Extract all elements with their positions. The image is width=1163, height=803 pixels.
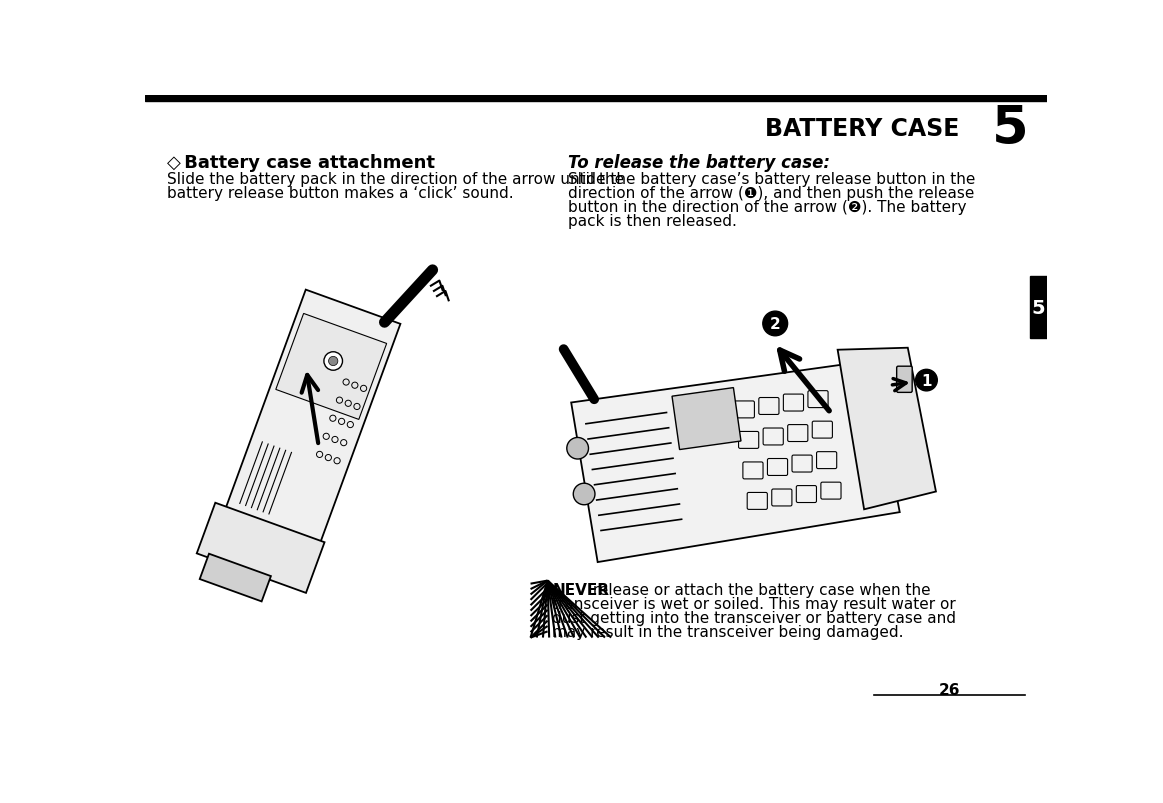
Text: 5: 5 — [992, 103, 1029, 155]
Circle shape — [329, 357, 338, 366]
Circle shape — [573, 483, 595, 505]
Text: may result in the transceiver being damaged.: may result in the transceiver being dama… — [552, 624, 904, 639]
Polygon shape — [200, 554, 271, 601]
Text: 26: 26 — [939, 683, 959, 697]
Text: release or attach the battery case when the: release or attach the battery case when … — [588, 582, 930, 597]
Text: 5: 5 — [1032, 299, 1046, 317]
Polygon shape — [672, 388, 741, 450]
Text: 1: 1 — [921, 373, 932, 388]
Circle shape — [763, 312, 787, 336]
Text: dust getting into the transceiver or battery case and: dust getting into the transceiver or bat… — [552, 610, 956, 625]
Text: BATTERY CASE: BATTERY CASE — [765, 116, 959, 141]
Text: Slide the battery pack in the direction of the arrow until the: Slide the battery pack in the direction … — [167, 172, 625, 187]
Text: button in the direction of the arrow (❷). The battery: button in the direction of the arrow (❷)… — [568, 199, 966, 214]
Text: 2: 2 — [770, 316, 780, 332]
Text: pack is then released.: pack is then released. — [568, 214, 736, 228]
Circle shape — [324, 353, 343, 371]
Text: direction of the arrow (❶), and then push the release: direction of the arrow (❶), and then pus… — [568, 185, 975, 201]
FancyBboxPatch shape — [897, 367, 912, 393]
Circle shape — [566, 438, 588, 459]
Text: battery release button makes a ‘click’ sound.: battery release button makes a ‘click’ s… — [167, 185, 514, 201]
Bar — [145, 96, 1047, 102]
Text: Battery case attachment: Battery case attachment — [178, 154, 435, 172]
Polygon shape — [276, 314, 386, 420]
Polygon shape — [197, 503, 324, 593]
Polygon shape — [837, 349, 936, 510]
Text: ◇: ◇ — [167, 154, 181, 172]
Text: NEVER: NEVER — [552, 582, 609, 597]
Polygon shape — [571, 361, 900, 562]
Polygon shape — [223, 290, 400, 548]
Circle shape — [915, 370, 937, 391]
Text: Slide the battery case’s battery release button in the: Slide the battery case’s battery release… — [568, 172, 975, 187]
Text: To release the battery case:: To release the battery case: — [568, 154, 829, 172]
Bar — [1029, 277, 1047, 339]
Text: transceiver is wet or soiled. This may result water or: transceiver is wet or soiled. This may r… — [552, 597, 956, 611]
